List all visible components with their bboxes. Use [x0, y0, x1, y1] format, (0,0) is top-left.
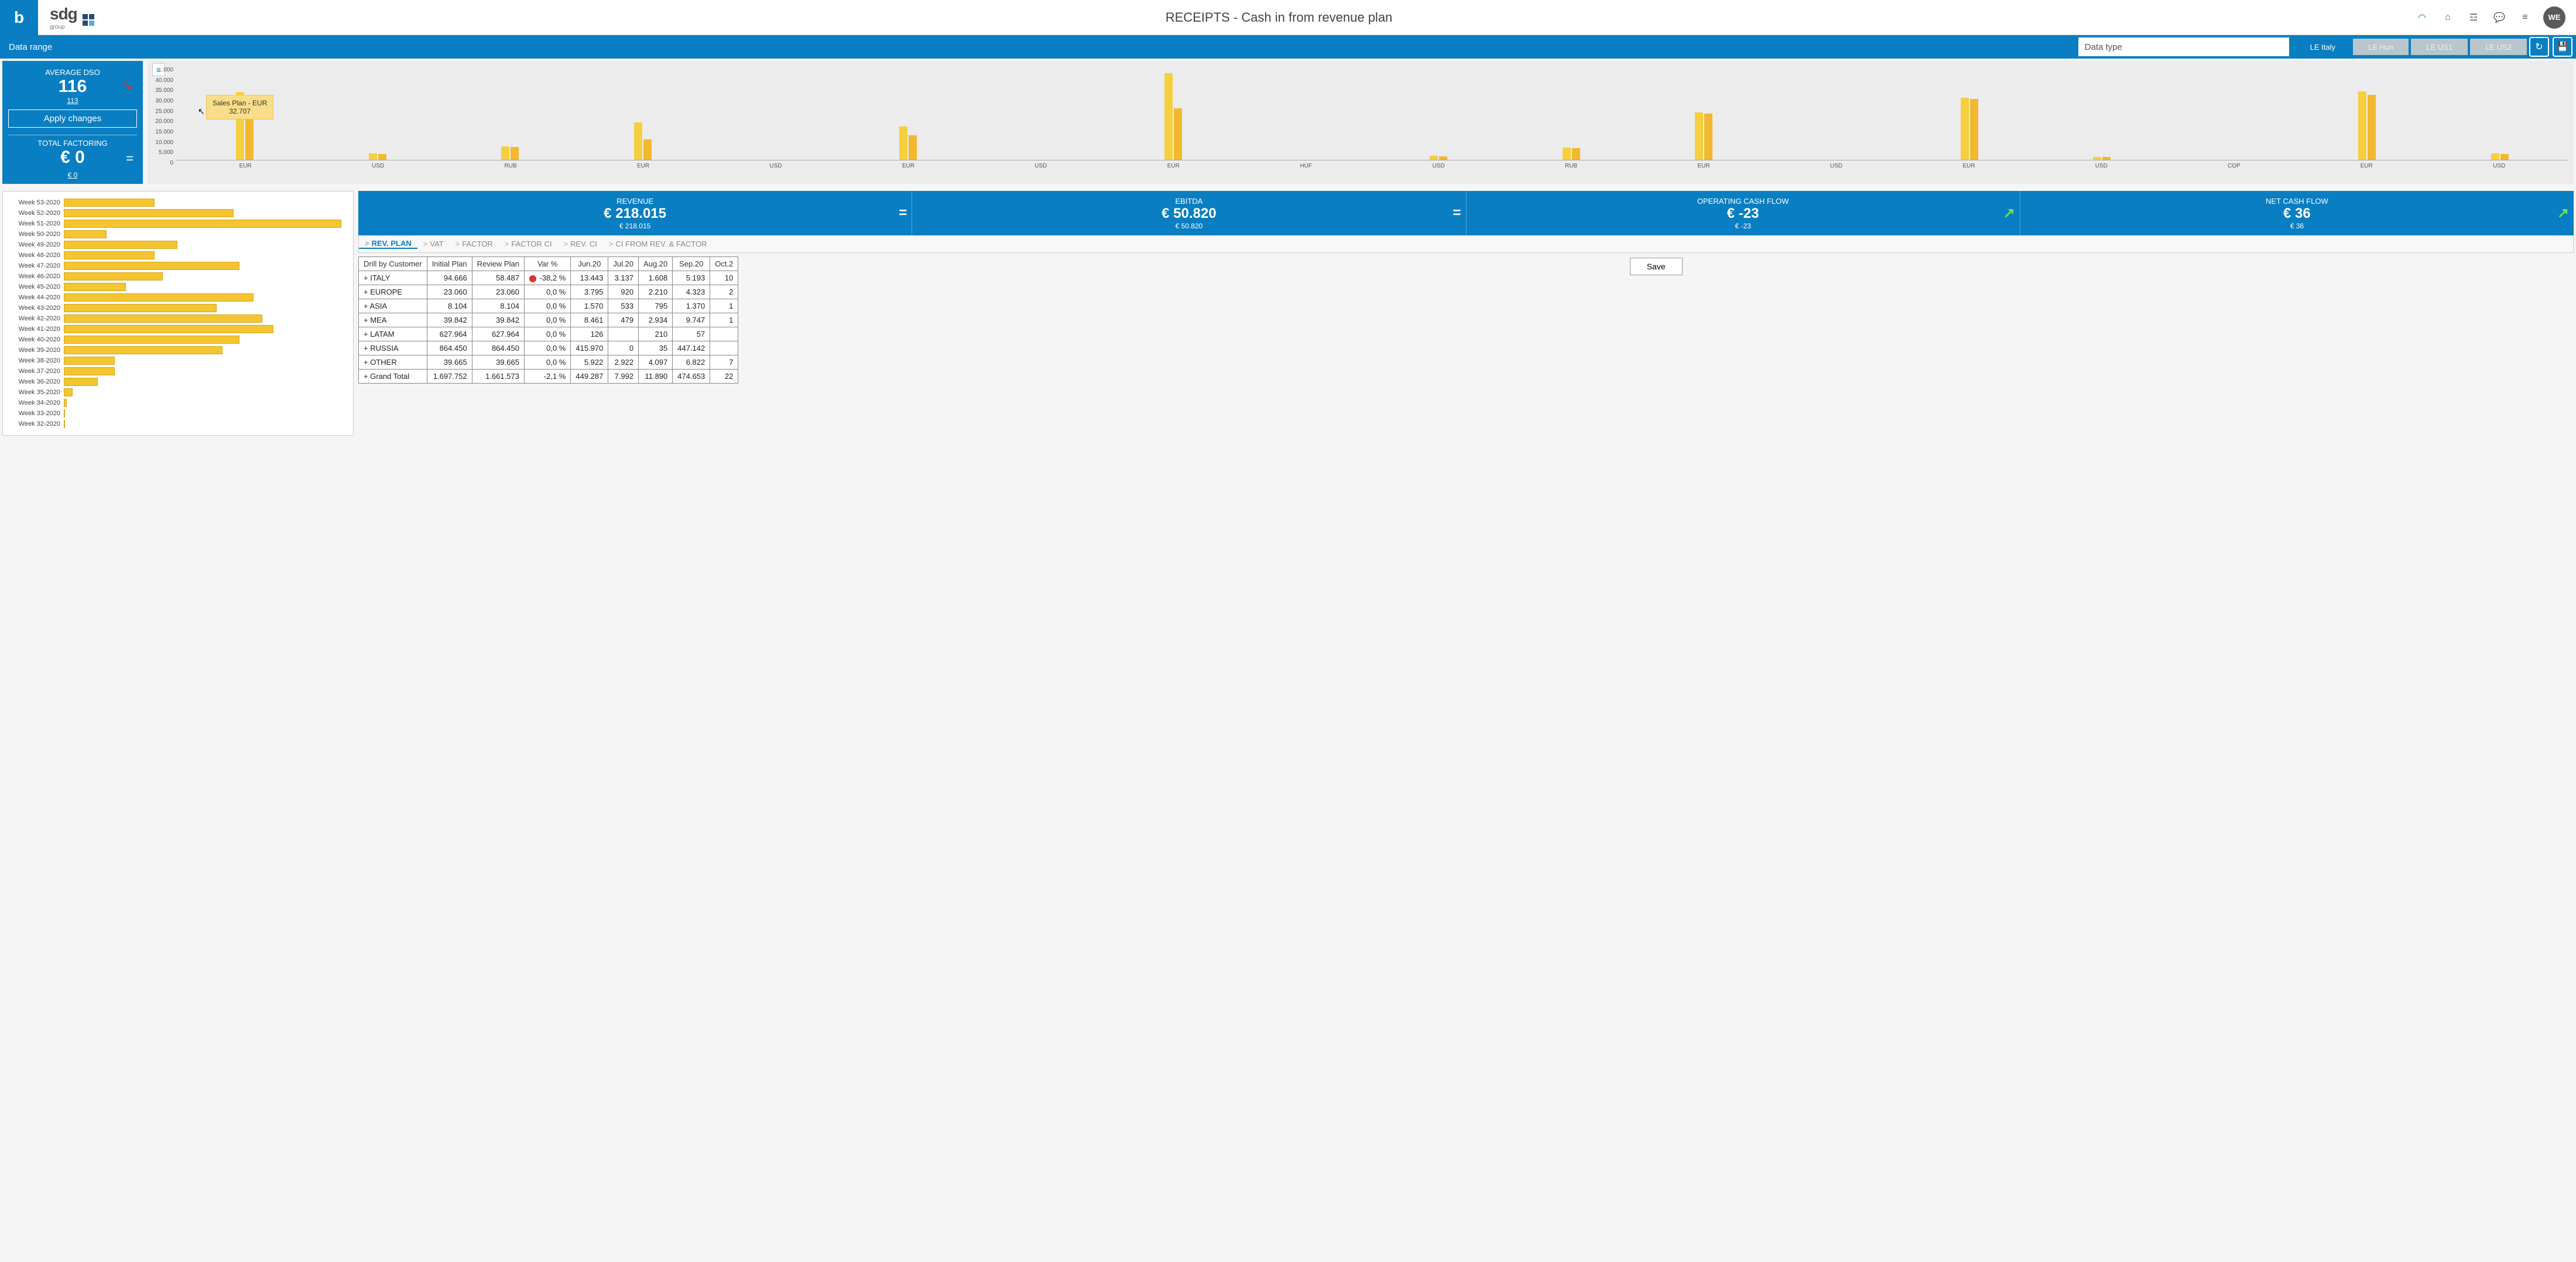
top-bar: b sdg group RECEIPTS - Cash in from reve… — [0, 0, 2576, 35]
avatar[interactable]: WE — [2543, 6, 2565, 29]
week-row: Week 36-2020 — [5, 377, 347, 387]
cursor-icon: ↖ — [198, 107, 205, 117]
week-row: Week 49-2020 — [5, 240, 347, 250]
week-row: Week 34-2020 — [5, 398, 347, 408]
crumb-factor[interactable]: >FACTOR — [450, 240, 499, 248]
week-row: Week 44-2020 — [5, 292, 347, 303]
chart-bars — [177, 67, 2568, 160]
spinner-icon: ◠ — [2414, 10, 2430, 25]
filter-bar: Data range Data type LE ItalyLE HunLE US… — [0, 35, 2576, 59]
kpi-revenue: REVENUE€ 218.015€ 218.015= — [358, 191, 912, 235]
apply-changes-button[interactable]: Apply changes — [8, 110, 137, 128]
avg-dso-value: 116 — [8, 77, 137, 97]
week-row: Week 53-2020 — [5, 197, 347, 208]
total-factoring-value: € 0 — [8, 148, 137, 167]
table-row[interactable]: + RUSSIA864.450864.4500,0 %415.970035447… — [359, 341, 738, 355]
chat-icon[interactable]: 💬 — [2492, 10, 2507, 25]
tooltip-line1: Sales Plan - EUR — [213, 99, 267, 107]
right-panel: REVENUE€ 218.015€ 218.015=EBITDA€ 50.820… — [358, 191, 2574, 436]
chart-y-axis: ...00040.00035.00030.00025.00020.00015.0… — [148, 67, 176, 166]
kpi-operating-cash-flow: OPERATING CASH FLOW€ -23€ -23↗ — [1467, 191, 2020, 235]
drill-table: Drill by CustomerInitial PlanReview Plan… — [358, 256, 738, 384]
avg-dso-prev: 113 — [8, 97, 137, 105]
week-row: Week 33-2020 — [5, 408, 347, 419]
week-row: Week 45-2020 — [5, 282, 347, 292]
equals-icon: = — [126, 151, 133, 166]
week-row: Week 32-2020 — [5, 419, 347, 429]
crumb-rev-plan[interactable]: >REV. PLAN — [359, 239, 417, 249]
tab-le-us1[interactable]: LE US1 — [2411, 39, 2468, 55]
chart-x-axis: EURUSDRUBEURUSDEURUSDEURHUFUSDRUBEURUSDE… — [177, 160, 2568, 169]
logo-text: sdg — [50, 5, 77, 23]
tooltip-line2: 32.707 — [213, 107, 267, 115]
kpi-ebitda: EBITDA€ 50.820€ 50.820= — [912, 191, 1466, 235]
save-disk-button[interactable]: 💾 — [2553, 37, 2572, 57]
table-row[interactable]: + Grand Total1.697.7521.661.573-2,1 %449… — [359, 370, 738, 384]
week-row: Week 47-2020 — [5, 261, 347, 271]
week-row: Week 38-2020 — [5, 355, 347, 366]
total-factoring-title: TOTAL FACTORING — [8, 139, 137, 148]
data-type-select[interactable]: Data type — [2078, 37, 2289, 56]
trend-down-icon: ↘ — [122, 77, 132, 93]
week-row: Week 52-2020 — [5, 208, 347, 218]
week-row: Week 39-2020 — [5, 345, 347, 355]
table-row[interactable]: + OTHER39.66539.6650,0 %5.9222.9224.0976… — [359, 355, 738, 370]
crumb-factor-ci[interactable]: >FACTOR CI — [499, 240, 558, 248]
week-row: Week 50-2020 — [5, 229, 347, 240]
week-row: Week 43-2020 — [5, 303, 347, 313]
crumb-ci-from-rev-factor[interactable]: >CI FROM REV. & FACTOR — [603, 240, 713, 248]
home-icon[interactable]: ⌂ — [2440, 10, 2455, 25]
logo-dots-icon — [82, 13, 95, 26]
table-row[interactable]: + ASIA8.1048.1040,0 %1.5705337951.3701 — [359, 299, 738, 313]
avg-dso-title: AVERAGE DSO — [8, 68, 137, 77]
week-row: Week 46-2020 — [5, 271, 347, 282]
week-row: Week 51-2020 — [5, 218, 347, 229]
kpi-strip: REVENUE€ 218.015€ 218.015=EBITDA€ 50.820… — [358, 191, 2574, 235]
menu-icon[interactable]: ≡ — [2517, 10, 2533, 25]
page-title: RECEIPTS - Cash in from revenue plan — [143, 10, 2414, 25]
table-row[interactable]: + ITALY94.66658.487 -38,2 %13.4433.1371.… — [359, 271, 738, 285]
data-range-label: Data range — [0, 42, 61, 52]
week-row: Week 48-2020 — [5, 250, 347, 261]
week-row: Week 40-2020 — [5, 334, 347, 345]
weekly-bar-chart: Week 53-2020Week 52-2020Week 51-2020Week… — [2, 191, 354, 436]
kpi-side-panel: AVERAGE DSO 116 ↘ 113 Apply changes TOTA… — [2, 61, 143, 184]
week-row: Week 35-2020 — [5, 387, 347, 398]
crumb-rev-ci[interactable]: >REV. CI — [558, 240, 603, 248]
tab-le-us2[interactable]: LE US2 — [2470, 39, 2527, 55]
topbar-actions: ◠ ⌂ ☲ 💬 ≡ WE — [2414, 6, 2576, 29]
week-row: Week 37-2020 — [5, 366, 347, 377]
tasks-icon[interactable]: ☲ — [2466, 10, 2481, 25]
week-row: Week 42-2020 — [5, 313, 347, 324]
kpi-net-cash-flow: NET CASH FLOW€ 36€ 36↗ — [2020, 191, 2574, 235]
currency-bar-chart: ≡ ...00040.00035.00030.00025.00020.00015… — [148, 61, 2574, 184]
save-button[interactable]: Save — [1630, 258, 1683, 275]
tab-le-hun[interactable]: LE Hun — [2353, 39, 2409, 55]
breadcrumb: >REV. PLAN>VAT>FACTOR>FACTOR CI>REV. CI>… — [358, 235, 2574, 253]
tab-le-italy[interactable]: LE Italy — [2295, 39, 2351, 55]
refresh-button[interactable]: ↻ — [2529, 37, 2549, 57]
vendor-logo: sdg group — [38, 5, 143, 30]
total-factoring-sub: € 0 — [8, 171, 137, 179]
week-row: Week 41-2020 — [5, 324, 347, 334]
table-row[interactable]: + LATAM627.964627.9640,0 %12621057 — [359, 327, 738, 341]
app-logo-square[interactable]: b — [0, 0, 38, 35]
table-row[interactable]: + EUROPE23.06023.0600,0 %3.7959202.2104.… — [359, 285, 738, 299]
chart-tooltip: Sales Plan - EUR 32.707 — [206, 95, 273, 119]
le-tabs: LE ItalyLE HunLE US1LE US2 — [2295, 39, 2529, 55]
table-row[interactable]: + MEA39.84239.8420,0 %8.4614792.9349.747… — [359, 313, 738, 327]
crumb-vat[interactable]: >VAT — [417, 240, 450, 248]
